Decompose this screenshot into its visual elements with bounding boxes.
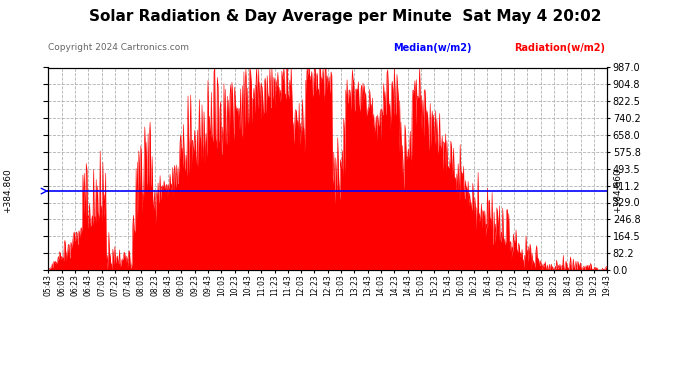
Text: +384.860: +384.860 [3, 169, 12, 213]
Text: Copyright 2024 Cartronics.com: Copyright 2024 Cartronics.com [48, 43, 189, 52]
Text: Median(w/m2): Median(w/m2) [393, 43, 472, 53]
Text: +384.860: +384.860 [613, 169, 622, 213]
Text: Radiation(w/m2): Radiation(w/m2) [514, 43, 605, 53]
Text: Solar Radiation & Day Average per Minute  Sat May 4 20:02: Solar Radiation & Day Average per Minute… [89, 9, 601, 24]
